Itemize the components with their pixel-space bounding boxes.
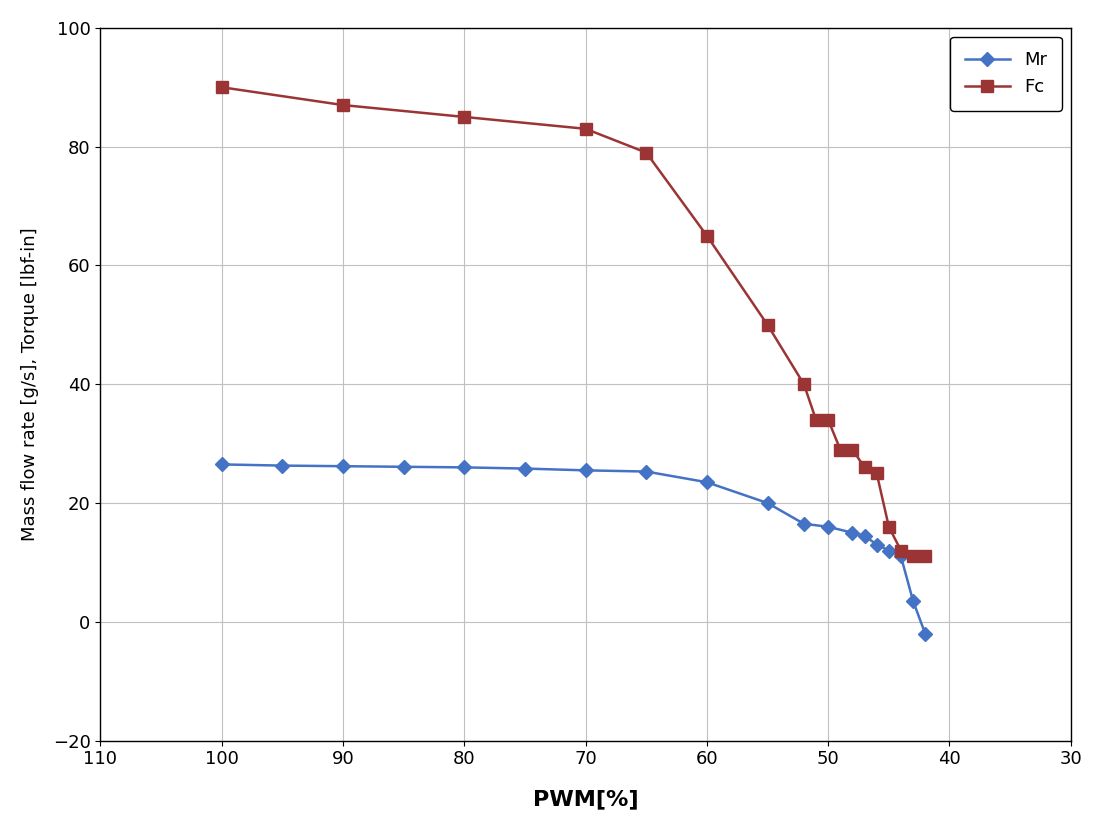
Fc [336, 100, 350, 110]
Mr [458, 462, 471, 472]
Fc [858, 462, 871, 472]
Fc [700, 231, 714, 241]
Legend: Mr, Fc: Mr, Fc [951, 37, 1062, 110]
Fc [797, 379, 811, 389]
Fc [810, 415, 823, 425]
Mr [895, 551, 908, 561]
Mr [858, 530, 871, 540]
Y-axis label: Mass flow rate [g/s], Torque [lbf-in]: Mass flow rate [g/s], Torque [lbf-in] [21, 227, 39, 541]
Mr [919, 628, 932, 638]
Line: Fc: Fc [216, 81, 931, 562]
Mr [579, 466, 592, 476]
Fc [834, 445, 847, 455]
Fc [919, 551, 932, 561]
Mr [276, 461, 289, 471]
Mr [215, 460, 228, 470]
Line: Mr: Mr [217, 460, 930, 638]
Fc [640, 148, 653, 158]
Mr [761, 498, 774, 508]
Fc [761, 320, 774, 330]
Fc [822, 415, 835, 425]
Mr [518, 464, 532, 474]
Mr [870, 540, 884, 549]
Mr [846, 528, 859, 538]
Fc [458, 112, 471, 122]
Fc [215, 82, 228, 92]
Fc [907, 551, 920, 561]
Mr [822, 522, 835, 532]
Fc [870, 468, 884, 478]
Fc [895, 545, 908, 555]
Mr [907, 596, 920, 606]
Fc [882, 522, 896, 532]
X-axis label: PWM[%]: PWM[%] [533, 789, 639, 809]
Mr [336, 461, 350, 471]
Mr [397, 461, 410, 471]
Fc [579, 124, 592, 134]
Mr [640, 466, 653, 476]
Mr [797, 519, 811, 529]
Fc [846, 445, 859, 455]
Mr [700, 477, 714, 487]
Mr [882, 545, 896, 555]
